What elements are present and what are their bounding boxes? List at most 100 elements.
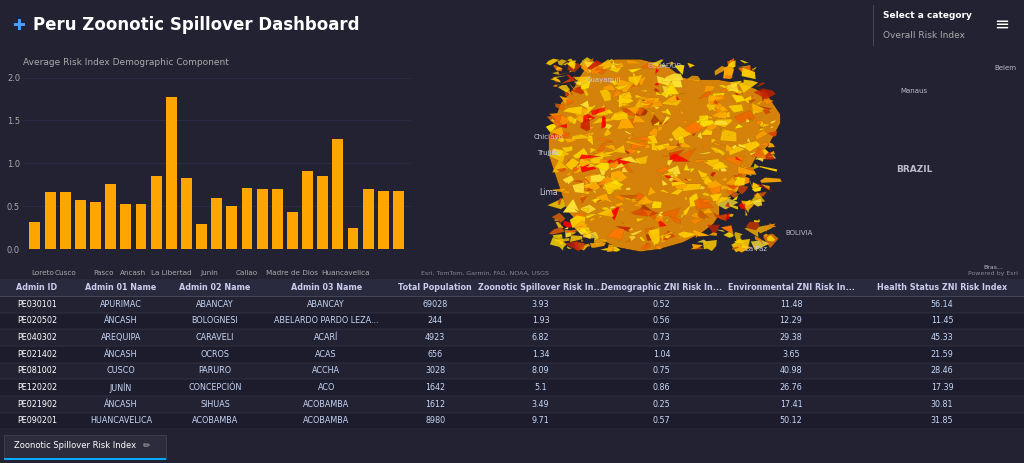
Polygon shape: [714, 100, 719, 105]
Polygon shape: [665, 235, 672, 238]
Polygon shape: [631, 207, 648, 216]
Polygon shape: [593, 69, 604, 74]
Polygon shape: [732, 105, 736, 109]
Polygon shape: [550, 127, 564, 136]
Polygon shape: [582, 208, 590, 211]
Polygon shape: [653, 92, 664, 95]
Bar: [181, 178, 191, 250]
Polygon shape: [565, 159, 570, 165]
Polygon shape: [710, 147, 725, 153]
Polygon shape: [573, 81, 577, 85]
Polygon shape: [701, 120, 712, 125]
Polygon shape: [602, 84, 615, 91]
Polygon shape: [635, 156, 649, 164]
Polygon shape: [604, 124, 612, 129]
Polygon shape: [717, 213, 727, 221]
Polygon shape: [595, 162, 611, 171]
Polygon shape: [725, 144, 733, 152]
Polygon shape: [735, 156, 742, 162]
Polygon shape: [634, 96, 651, 102]
Polygon shape: [637, 75, 647, 85]
Polygon shape: [752, 103, 765, 115]
Polygon shape: [749, 167, 755, 173]
Text: OCROS: OCROS: [201, 350, 229, 359]
Polygon shape: [646, 232, 656, 241]
Polygon shape: [720, 127, 724, 131]
Polygon shape: [614, 202, 624, 207]
Polygon shape: [622, 118, 639, 128]
Polygon shape: [564, 92, 572, 97]
Polygon shape: [664, 108, 672, 116]
Polygon shape: [581, 61, 590, 74]
Polygon shape: [616, 98, 629, 105]
Text: Cusco: Cusco: [54, 270, 76, 276]
Polygon shape: [582, 60, 593, 74]
Polygon shape: [585, 178, 591, 185]
Polygon shape: [710, 193, 723, 201]
Polygon shape: [726, 177, 738, 186]
Text: ÁNCASH: ÁNCASH: [104, 316, 137, 325]
Polygon shape: [620, 195, 637, 199]
Polygon shape: [651, 142, 657, 152]
Polygon shape: [594, 238, 607, 244]
Polygon shape: [676, 143, 681, 148]
Bar: [333, 139, 343, 250]
Bar: [0, 329, 1024, 346]
Bar: [90, 202, 101, 250]
Polygon shape: [581, 205, 596, 213]
Polygon shape: [764, 98, 773, 104]
Polygon shape: [727, 131, 734, 136]
Polygon shape: [640, 103, 653, 106]
Polygon shape: [634, 99, 653, 108]
Polygon shape: [697, 209, 710, 219]
Text: 3.65: 3.65: [782, 350, 800, 359]
Polygon shape: [606, 178, 624, 190]
Polygon shape: [715, 102, 729, 112]
Polygon shape: [606, 59, 614, 63]
Polygon shape: [703, 159, 719, 171]
Polygon shape: [582, 174, 591, 183]
Polygon shape: [582, 153, 587, 155]
Text: 12.29: 12.29: [779, 316, 803, 325]
Polygon shape: [637, 195, 653, 205]
Polygon shape: [734, 92, 741, 97]
Polygon shape: [659, 172, 675, 176]
Polygon shape: [720, 129, 736, 142]
Polygon shape: [573, 180, 585, 183]
Polygon shape: [727, 89, 735, 91]
Polygon shape: [738, 80, 758, 94]
Polygon shape: [591, 140, 594, 144]
Text: Trujillo: Trujillo: [538, 150, 560, 156]
Text: ✚: ✚: [12, 18, 25, 32]
Polygon shape: [556, 238, 569, 242]
Text: 0.86: 0.86: [652, 383, 671, 392]
Polygon shape: [557, 59, 567, 66]
Polygon shape: [654, 143, 670, 151]
Polygon shape: [662, 86, 673, 98]
Polygon shape: [750, 193, 765, 203]
Text: Junin: Junin: [201, 270, 218, 276]
Polygon shape: [684, 178, 692, 182]
Polygon shape: [572, 183, 593, 189]
Polygon shape: [672, 181, 686, 186]
Polygon shape: [665, 86, 679, 95]
Polygon shape: [588, 151, 604, 159]
Polygon shape: [652, 241, 657, 246]
Polygon shape: [741, 141, 761, 152]
Polygon shape: [555, 222, 564, 229]
Polygon shape: [760, 177, 781, 183]
Polygon shape: [620, 125, 628, 130]
Polygon shape: [756, 131, 768, 140]
Text: 0.73: 0.73: [652, 333, 671, 342]
Polygon shape: [768, 131, 778, 137]
Polygon shape: [628, 68, 643, 73]
Polygon shape: [723, 232, 734, 238]
Polygon shape: [736, 177, 750, 187]
Polygon shape: [749, 100, 756, 104]
Polygon shape: [705, 86, 715, 92]
Polygon shape: [630, 196, 637, 203]
Polygon shape: [631, 142, 646, 149]
Polygon shape: [582, 223, 588, 230]
Polygon shape: [717, 149, 725, 156]
Polygon shape: [629, 236, 636, 241]
